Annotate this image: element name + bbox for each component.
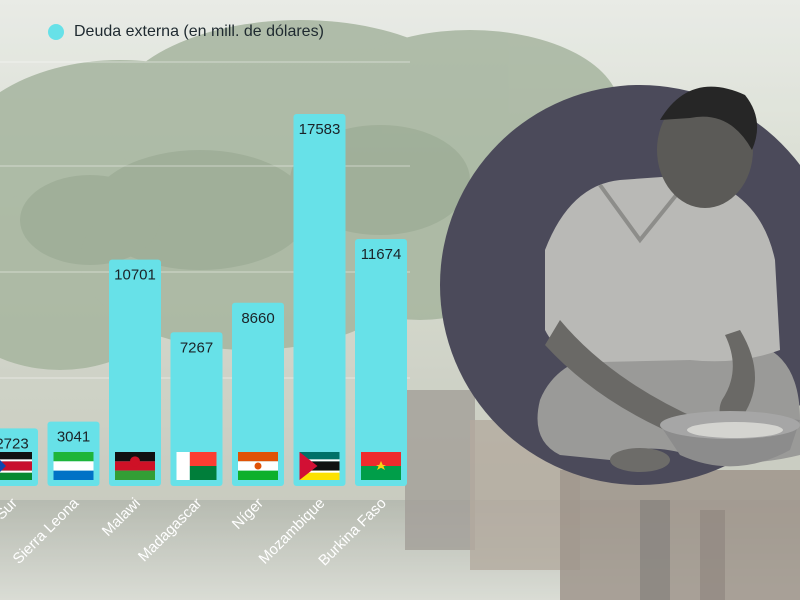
bar-value-label: 17583 [299, 121, 341, 138]
bar [293, 114, 346, 486]
bar-value-label: 3041 [57, 429, 90, 446]
flag-sierra-leone-icon [53, 452, 94, 480]
legend-swatch [48, 24, 64, 40]
bar-value-label: 7267 [180, 339, 213, 356]
bar [170, 332, 223, 486]
flag-madagascar-icon [176, 452, 217, 480]
flag-niger-icon [238, 452, 278, 480]
bar-value-label: 11674 [361, 246, 402, 263]
child-photo-circle [440, 85, 800, 485]
chart-flags [0, 452, 401, 480]
flag-burkina-faso-icon [361, 452, 401, 480]
chart-value-labels: 2723 3041 10701 7267 8660 17583 11674 [0, 121, 401, 452]
bar-value-label: 10701 [114, 267, 156, 284]
bar [355, 239, 407, 486]
bar-value-label: 2723 [0, 435, 29, 452]
legend-label: Deuda externa (en mill. de dólares) [74, 23, 324, 40]
bar-value-label: 8660 [241, 310, 274, 327]
flag-south-sudan-icon [0, 452, 32, 480]
child-figure [537, 86, 800, 472]
flag-malawi-icon [115, 452, 155, 480]
bar [109, 259, 161, 486]
flag-mozambique-icon [299, 452, 340, 480]
chart-legend: Deuda externa (en mill. de dólares) [48, 20, 324, 44]
bar [232, 302, 284, 486]
